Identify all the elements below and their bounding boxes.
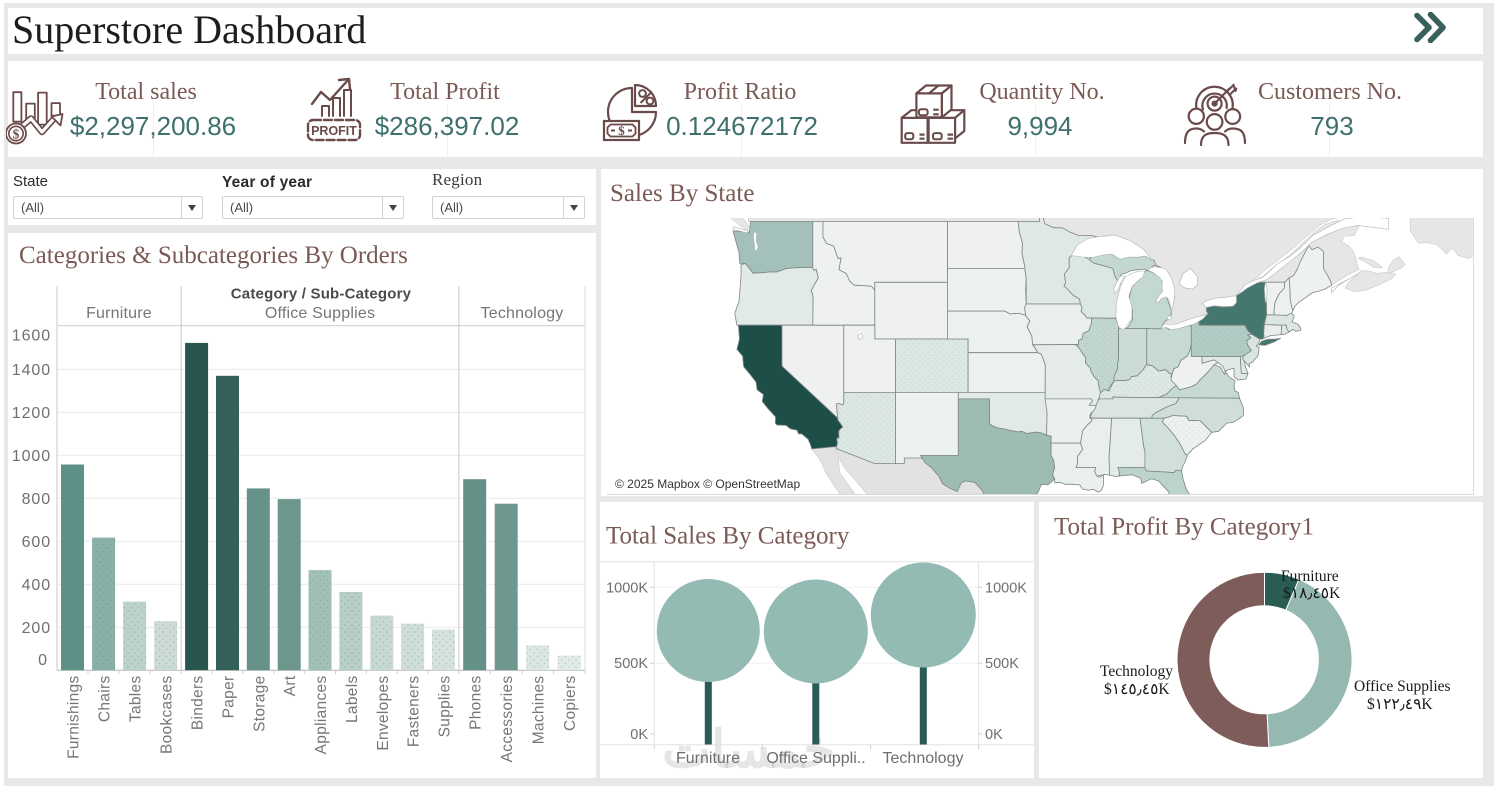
svg-text:Category / Sub-Category: Category / Sub-Category [231,286,412,303]
svg-text:Bookcases: Bookcases [159,676,176,755]
svg-text:Machines: Machines [531,676,548,745]
svg-text:1400: 1400 [12,362,51,379]
svg-text:500K: 500K [614,656,648,672]
svg-text:$١٢٢٫٤٩K: $١٢٢٫٤٩K [1367,696,1433,713]
svg-text:Binders: Binders [190,676,207,731]
svg-text:$: $ [13,127,20,142]
svg-text:Fasteners: Fasteners [406,676,423,748]
svg-text:Total Profit By Category1: Total Profit By Category1 [1054,514,1314,541]
svg-text:Storage: Storage [251,676,268,732]
svg-text:$١٤٥٫٤٥K: $١٤٥٫٤٥K [1104,681,1170,698]
svg-text:Technology: Technology [883,750,964,767]
svg-text:1000: 1000 [12,448,51,465]
svg-text:1600: 1600 [12,328,51,345]
svg-text:0K: 0K [985,727,1003,743]
svg-text:Paper: Paper [221,676,238,719]
svg-text:Office Supplies: Office Supplies [1354,678,1451,695]
svg-text:1000K: 1000K [606,580,648,596]
svg-text:Office Supplies: Office Supplies [265,305,375,322]
svg-text:400: 400 [22,577,51,594]
svg-text:Technology: Technology [1100,663,1173,680]
svg-text:800: 800 [22,491,51,508]
svg-text:1200: 1200 [12,405,51,422]
svg-text:Envelopes: Envelopes [375,676,392,751]
svg-text:Furniture: Furniture [86,305,152,322]
svg-text:Furniture: Furniture [676,750,740,767]
svg-text:0K: 0K [630,727,648,743]
svg-text:$: $ [618,123,625,138]
svg-text:200: 200 [22,620,51,637]
svg-text:PROFIT: PROFIT [311,124,357,138]
svg-text:0: 0 [38,652,47,669]
svg-text:Labels: Labels [344,676,361,723]
svg-text:600: 600 [22,534,51,551]
svg-text:Accessories: Accessories [499,676,516,763]
svg-text:Furnishings: Furnishings [66,676,83,759]
svg-text:500K: 500K [985,656,1019,672]
svg-text:Office Suppli..: Office Suppli.. [766,750,865,767]
svg-text:Copiers: Copiers [562,676,579,732]
svg-text:خمسات: خمسات [662,721,835,778]
svg-text:Appliances: Appliances [313,676,330,755]
svg-text:Chairs: Chairs [97,676,114,723]
svg-text:Supplies: Supplies [437,676,454,738]
svg-text:Tables: Tables [128,676,145,723]
svg-text:Technology: Technology [481,305,564,322]
svg-text:1000K: 1000K [985,580,1027,596]
svg-text:Art: Art [282,675,299,696]
svg-text:Phones: Phones [468,676,485,730]
svg-text:$١٨٫٤٥K: $١٨٫٤٥K [1283,585,1341,602]
svg-text:Total Sales By Category: Total Sales By Category [606,523,850,550]
svg-text:Furniture: Furniture [1281,568,1339,585]
